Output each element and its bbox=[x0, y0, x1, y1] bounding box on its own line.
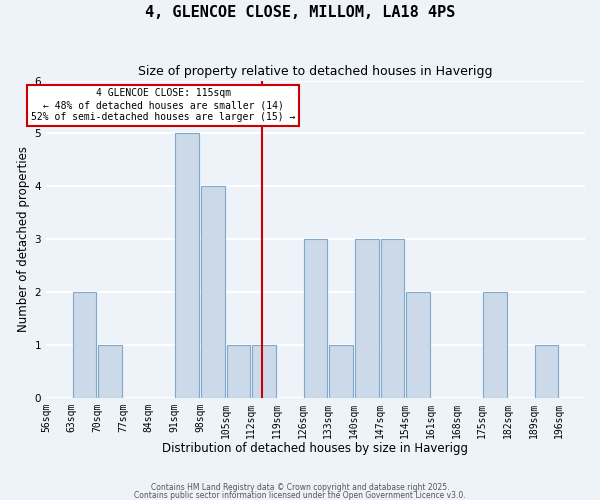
Bar bbox=[304, 239, 328, 398]
Text: Contains public sector information licensed under the Open Government Licence v3: Contains public sector information licen… bbox=[134, 490, 466, 500]
Y-axis label: Number of detached properties: Number of detached properties bbox=[17, 146, 31, 332]
X-axis label: Distribution of detached houses by size in Haverigg: Distribution of detached houses by size … bbox=[163, 442, 469, 455]
Bar bbox=[535, 345, 559, 398]
Text: 4 GLENCOE CLOSE: 115sqm
← 48% of detached houses are smaller (14)
52% of semi-de: 4 GLENCOE CLOSE: 115sqm ← 48% of detache… bbox=[31, 88, 295, 122]
Bar bbox=[483, 292, 507, 398]
Bar bbox=[380, 239, 404, 398]
Bar bbox=[73, 292, 97, 398]
Text: 4, GLENCOE CLOSE, MILLOM, LA18 4PS: 4, GLENCOE CLOSE, MILLOM, LA18 4PS bbox=[145, 5, 455, 20]
Bar bbox=[355, 239, 379, 398]
Bar bbox=[227, 345, 250, 398]
Bar bbox=[252, 345, 276, 398]
Bar bbox=[201, 186, 225, 398]
Bar bbox=[175, 134, 199, 398]
Bar bbox=[98, 345, 122, 398]
Title: Size of property relative to detached houses in Haverigg: Size of property relative to detached ho… bbox=[138, 65, 493, 78]
Bar bbox=[329, 345, 353, 398]
Bar bbox=[406, 292, 430, 398]
Text: Contains HM Land Registry data © Crown copyright and database right 2025.: Contains HM Land Registry data © Crown c… bbox=[151, 483, 449, 492]
